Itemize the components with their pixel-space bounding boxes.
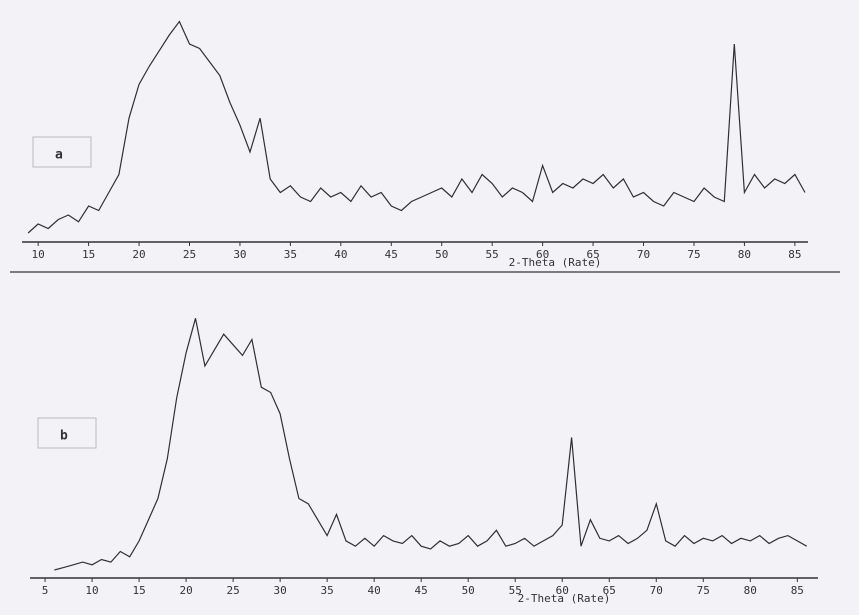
x-tick-label: 70	[637, 248, 650, 261]
x-tick-label: 5	[42, 584, 49, 597]
x-tick-label: 85	[791, 584, 804, 597]
x-tick-label: 85	[788, 248, 801, 261]
x-tick-label: 15	[132, 584, 145, 597]
x-axis-label: 2-Theta (Rate)	[509, 256, 602, 269]
chart: 101520253035404550556065707580852-Theta …	[0, 0, 859, 615]
x-tick-label: 50	[435, 248, 448, 261]
x-tick-label: 75	[687, 248, 700, 261]
x-axis-label: 2-Theta (Rate)	[518, 592, 611, 605]
x-tick-label: 80	[744, 584, 757, 597]
paper	[0, 0, 859, 615]
x-tick-label: 45	[385, 248, 398, 261]
x-tick-label: 25	[183, 248, 196, 261]
x-tick-label: 20	[132, 248, 145, 261]
panel-label: a	[55, 148, 63, 163]
x-tick-label: 30	[274, 584, 287, 597]
x-tick-label: 40	[334, 248, 347, 261]
x-tick-label: 35	[321, 584, 334, 597]
x-tick-label: 70	[650, 584, 663, 597]
x-tick-label: 30	[233, 248, 246, 261]
x-tick-label: 20	[179, 584, 192, 597]
x-tick-label: 45	[415, 584, 428, 597]
x-tick-label: 15	[82, 248, 95, 261]
x-tick-label: 35	[284, 248, 297, 261]
x-tick-label: 40	[368, 584, 381, 597]
x-tick-label: 25	[226, 584, 239, 597]
x-tick-label: 55	[486, 248, 499, 261]
x-tick-label: 75	[697, 584, 710, 597]
x-tick-label: 50	[462, 584, 475, 597]
x-tick-label: 10	[32, 248, 45, 261]
x-tick-label: 10	[85, 584, 98, 597]
x-tick-label: 80	[738, 248, 751, 261]
panel-label: b	[60, 429, 68, 444]
